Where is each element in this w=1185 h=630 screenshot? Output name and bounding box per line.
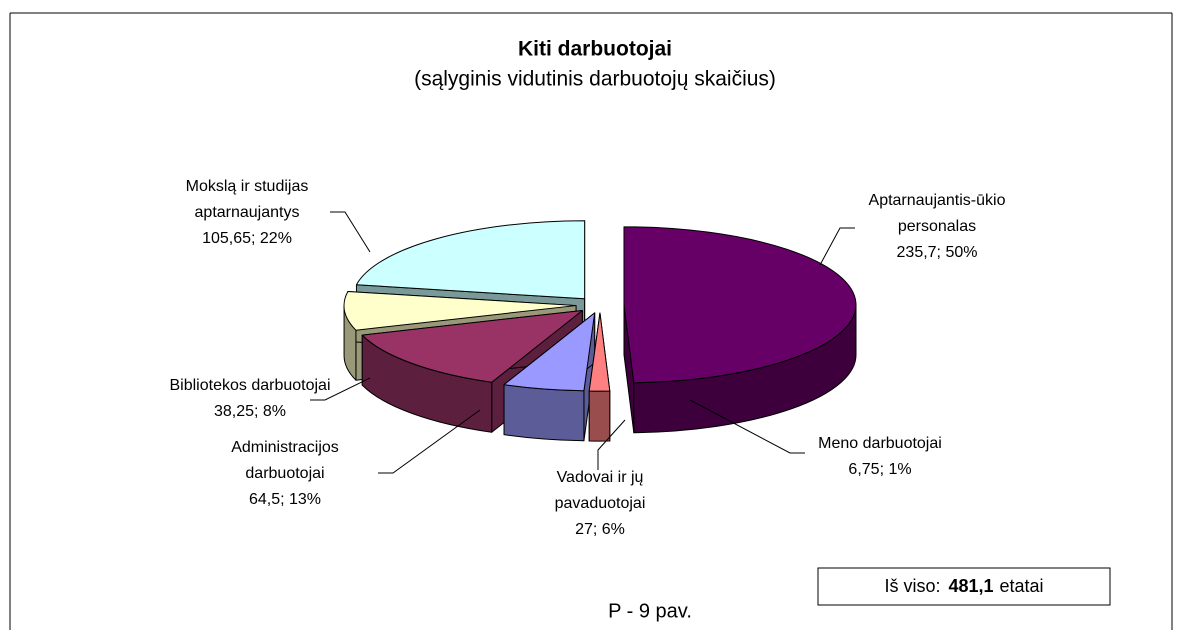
total-box: [817, 567, 1111, 606]
leader-line: [597, 419, 626, 470]
value-label: 6,75; 1%: [848, 461, 912, 478]
category-name: Aptarnaujantis-ūkio personalas: [868, 192, 1006, 235]
category-name: Bibliotekos darbuotojai: [169, 377, 331, 394]
slice: [361, 309, 583, 383]
value-label: 105,65; 22%: [202, 230, 292, 247]
leader-line: [819, 227, 855, 266]
leader-line: [378, 409, 481, 474]
data-label: Administracijos darbuotojai 64,5; 13%: [220, 435, 350, 513]
category-name: Meno darbuotojai: [818, 435, 942, 452]
leaders: [310, 211, 855, 474]
category-name: Mokslą ir studijas aptarnaujantys: [185, 178, 309, 221]
slice: [503, 312, 596, 392]
slice-wall: [503, 384, 585, 442]
value-label: 235,7; 50%: [896, 244, 978, 261]
data-label: Bibliotekos darbuotojai 38,25; 8%: [120, 373, 380, 425]
slice: [355, 220, 586, 300]
data-label: Vadovai ir jų pavaduotojai 27; 6%: [540, 465, 660, 543]
category-name: Vadovai ir jų pavaduotojai: [554, 469, 646, 512]
leader-line: [310, 377, 371, 401]
leader-line: [689, 399, 805, 454]
value-label: 27; 6%: [575, 521, 625, 538]
pie: [343, 220, 857, 442]
chart-subtitle: (sąlyginis vidutinis darbuotojų skaičius…: [414, 68, 776, 91]
category-name: Administracijos darbuotojai: [231, 439, 339, 482]
slice-wall: [588, 390, 611, 442]
caption: P - 9 pav.: [608, 600, 692, 622]
leader-line: [330, 211, 371, 253]
slice: [623, 226, 857, 384]
slice: [343, 290, 577, 331]
slice: [588, 312, 611, 392]
total-unit: etatai: [1000, 576, 1044, 596]
total-value: 481,1: [948, 576, 993, 596]
chart-title: Kiti darbuotojai: [518, 38, 672, 61]
value-label: 38,25; 8%: [213, 403, 287, 420]
data-label: Mokslą ir studijas aptarnaujantys 105,65;…: [162, 174, 332, 252]
total-text: Iš viso: 481,1 etatai: [884, 576, 1043, 596]
total-label: Iš viso:: [884, 576, 940, 596]
value-label: 64,5; 13%: [248, 491, 322, 508]
data-label: Meno darbuotojai 6,75; 1%: [795, 431, 965, 483]
data-label: Aptarnaujantis-ūkio personalas 235,7; 50%: [848, 188, 1026, 266]
